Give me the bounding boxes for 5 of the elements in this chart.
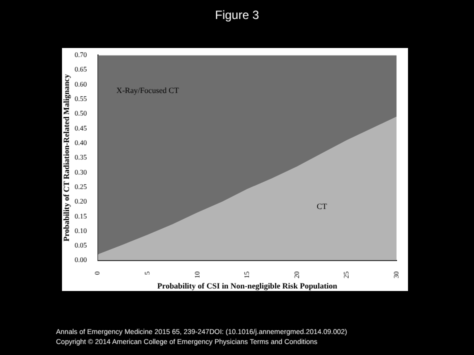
x-axis-title: Probability of CSI in Non-negligible Risk Population: [157, 281, 338, 290]
series-label: CT: [316, 202, 328, 211]
y-axis-title: Probability of CT Radiation-Related Malignancy: [62, 74, 71, 242]
chart-title: Figure 3: [214, 8, 260, 22]
series-label: X-Ray/Focused CT: [116, 86, 179, 96]
